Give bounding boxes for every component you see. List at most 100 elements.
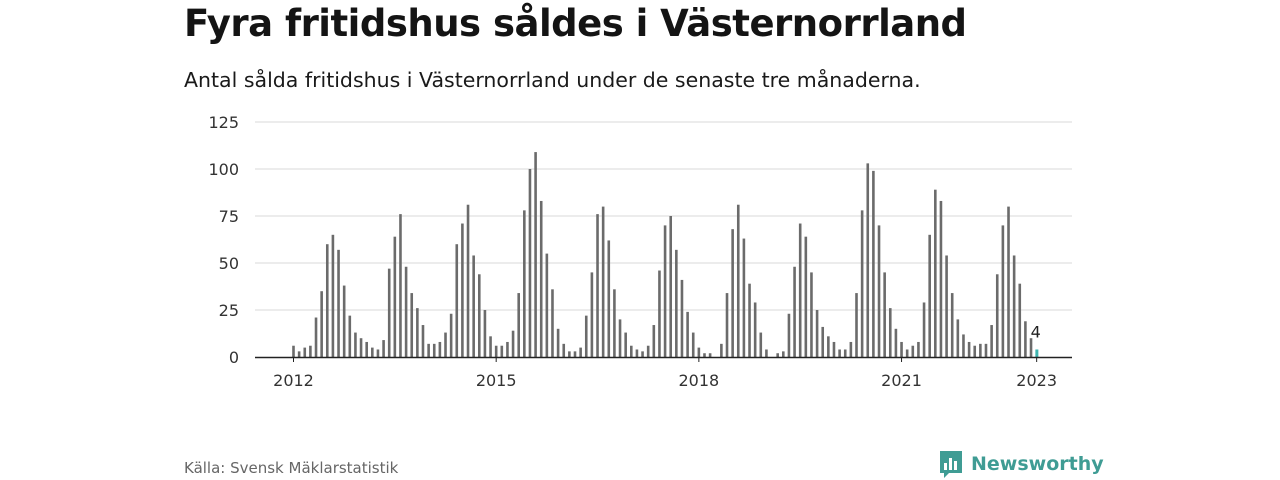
bar: [686, 311, 689, 357]
bar: [646, 345, 650, 357]
bar: [877, 225, 881, 357]
bar: [928, 234, 931, 357]
bar: [860, 210, 864, 357]
bar: [410, 293, 414, 357]
x-tick-label: 2018: [679, 371, 720, 390]
bar: [894, 328, 898, 357]
page-title: Fyra fritidshus såldes i Västernorrland: [184, 2, 967, 45]
x-tick-label: 2012: [273, 371, 314, 390]
bar: [934, 189, 937, 357]
bar: [477, 274, 481, 357]
y-tick-label: 25: [219, 301, 239, 320]
bar: [984, 343, 988, 357]
x-tick-label: 2023: [1016, 371, 1057, 390]
bar: [691, 332, 695, 357]
bar: [736, 204, 740, 357]
bar: [506, 341, 509, 357]
bar: [815, 310, 819, 357]
axes: 0 25 50 75 100 125 2012 2015 2018 2021 2023 4: [208, 113, 1072, 390]
bar: [832, 341, 836, 357]
bar: [562, 343, 566, 357]
bar: [680, 279, 684, 357]
bar: [472, 255, 475, 357]
bar: [613, 289, 616, 357]
y-tick-label: 75: [219, 207, 239, 226]
bar: [939, 200, 943, 357]
bar: [917, 341, 920, 357]
bar: [703, 353, 706, 357]
bars: [292, 152, 1039, 357]
bar: [523, 210, 526, 357]
bar: [432, 343, 436, 357]
bar: [725, 293, 729, 357]
bar: [905, 349, 909, 357]
bar-chart: 0 25 50 75 100 125 2012 2015 2018 2021 2023 4: [208, 113, 1072, 390]
bar: [753, 302, 757, 357]
bar: [618, 319, 622, 357]
bar: [731, 229, 734, 357]
bar: [866, 163, 870, 357]
bar: [365, 341, 368, 357]
bar: [973, 345, 977, 357]
bar: [556, 328, 560, 357]
bar: [663, 225, 667, 357]
bar: [843, 349, 847, 357]
bar: [782, 351, 785, 357]
bar: [849, 341, 853, 357]
bar: [911, 345, 915, 357]
bar: [838, 349, 841, 357]
bar: [517, 293, 520, 357]
bar: [320, 291, 323, 357]
bar: [534, 152, 537, 357]
bar: [945, 255, 948, 357]
bar: [483, 310, 487, 357]
bar: [872, 170, 875, 357]
bar: [393, 236, 397, 357]
bar-highlight: [1035, 349, 1039, 357]
bar: [376, 349, 380, 357]
y-tick-label: 0: [229, 348, 239, 367]
bar: [545, 253, 549, 357]
bar: [776, 353, 779, 357]
bar: [787, 313, 791, 357]
bar: [883, 272, 886, 357]
bar: [292, 345, 295, 357]
bar: [359, 338, 363, 357]
bar: [900, 341, 903, 357]
bar: [596, 214, 599, 357]
bar: [416, 308, 419, 357]
bar: [568, 351, 571, 357]
bar: [793, 266, 796, 357]
bar: [759, 332, 763, 357]
brand-name: Newsworthy: [971, 453, 1104, 475]
bar: [421, 325, 425, 357]
bar: [466, 204, 470, 357]
bar: [821, 326, 825, 357]
bar: [297, 351, 301, 357]
y-tick-label: 125: [208, 113, 239, 132]
bar: [720, 343, 723, 357]
bar: [584, 315, 588, 357]
bar: [1029, 338, 1033, 357]
bar: [669, 216, 673, 357]
bar: [427, 343, 430, 357]
bar: [810, 272, 813, 357]
bar: [979, 343, 982, 357]
bar: [652, 325, 656, 357]
bar: [387, 268, 391, 357]
bar: [708, 353, 712, 357]
bar: [573, 351, 577, 357]
bar: [641, 351, 644, 357]
bar: [579, 347, 582, 357]
bar: [449, 313, 453, 357]
bar: [1018, 283, 1022, 357]
latest-value-label: 4: [1031, 322, 1041, 341]
bar: [1024, 321, 1027, 357]
bar: [742, 238, 746, 357]
bar: [371, 347, 374, 357]
bar: [624, 332, 627, 357]
bar: [748, 283, 751, 357]
bar: [438, 341, 442, 357]
bar: [354, 332, 357, 357]
bar: [444, 332, 447, 357]
